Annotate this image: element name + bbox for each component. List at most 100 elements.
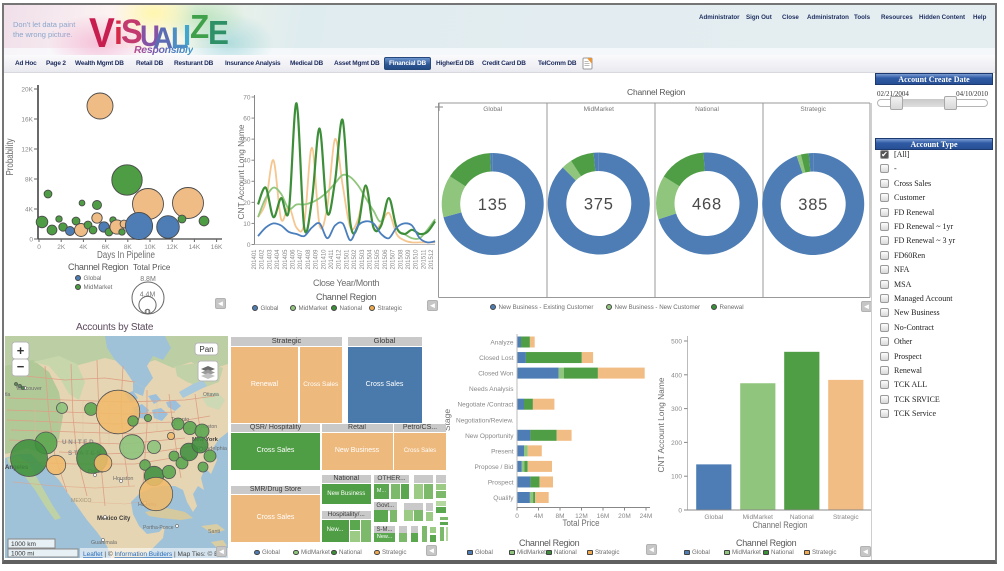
svg-text:Closed Won: Closed Won xyxy=(478,371,514,378)
svg-text:Pan: Pan xyxy=(199,345,213,354)
svg-text:Prospect: Prospect xyxy=(488,479,514,486)
svg-text:201501: 201501 xyxy=(344,249,350,270)
svg-text:201508: 201508 xyxy=(398,249,404,270)
svg-text:10K: 10K xyxy=(144,244,156,251)
svg-text:201408: 201408 xyxy=(306,249,312,270)
svg-text:Strategic: Strategic xyxy=(800,106,826,113)
svg-text:0: 0 xyxy=(146,310,149,316)
svg-text:Present: Present xyxy=(491,448,514,455)
svg-text:8M: 8M xyxy=(555,513,564,520)
svg-text:Houston: Houston xyxy=(113,476,134,482)
svg-text:Probability: Probability xyxy=(5,139,16,176)
svg-text:468: 468 xyxy=(692,196,722,214)
svg-text:Philadelphia: Philadelphia xyxy=(197,446,228,452)
svg-text:MEXICO: MEXICO xyxy=(71,498,91,504)
svg-text:tla: tla xyxy=(5,392,11,398)
svg-text:4K: 4K xyxy=(25,207,34,214)
svg-text:201405: 201405 xyxy=(283,249,289,270)
svg-text:Global: Global xyxy=(483,106,502,113)
svg-text:385: 385 xyxy=(798,196,828,214)
svg-text:Boston: Boston xyxy=(201,424,217,430)
svg-text:Days In Pipeline: Days In Pipeline xyxy=(97,250,155,261)
svg-text:National: National xyxy=(695,106,719,113)
svg-text:8.8M: 8.8M xyxy=(140,276,156,283)
svg-text:Portha-Ponce: Portha-Ponce xyxy=(143,525,174,531)
svg-text:Channel Region: Channel Region xyxy=(753,520,808,530)
svg-text:16K: 16K xyxy=(211,244,223,251)
svg-text:0: 0 xyxy=(247,242,251,249)
svg-text:201511: 201511 xyxy=(421,249,427,269)
svg-text:CNT Account Long Name: CNT Account Long Name xyxy=(657,377,666,473)
svg-text:12M: 12M xyxy=(575,513,588,520)
svg-text:201403: 201403 xyxy=(267,249,273,270)
svg-text:201505: 201505 xyxy=(375,249,381,270)
svg-text:Analyze: Analyze xyxy=(490,340,514,347)
svg-text:MidMarket: MidMarket xyxy=(584,106,615,113)
svg-text:201402: 201402 xyxy=(260,249,266,270)
svg-text:135: 135 xyxy=(478,196,508,214)
svg-text:16M: 16M xyxy=(597,513,610,520)
svg-text:300: 300 xyxy=(671,406,682,413)
svg-text:CNT Account Long Name: CNT Account Long Name xyxy=(237,124,246,220)
svg-text:30: 30 xyxy=(243,179,251,186)
svg-text:−: − xyxy=(17,359,25,374)
svg-text:0: 0 xyxy=(678,508,682,515)
svg-text:Needs Analysis: Needs Analysis xyxy=(469,386,514,393)
svg-text:400: 400 xyxy=(671,372,682,379)
svg-text:8K: 8K xyxy=(124,244,133,251)
svg-text:Global: Global xyxy=(704,514,723,521)
svg-text:Santi: Santi xyxy=(208,529,220,535)
svg-text:40: 40 xyxy=(243,158,251,165)
svg-text:Closed Lost: Closed Lost xyxy=(479,355,514,362)
svg-text:201503: 201503 xyxy=(360,249,366,270)
svg-text:201502: 201502 xyxy=(352,249,358,270)
svg-text:4K: 4K xyxy=(79,244,88,251)
svg-text:60: 60 xyxy=(243,116,251,123)
svg-text:Strategic: Strategic xyxy=(833,514,859,521)
svg-text:0: 0 xyxy=(29,237,33,244)
svg-text:201401: 201401 xyxy=(252,249,258,270)
svg-text:201512: 201512 xyxy=(429,249,435,270)
svg-text:Qualify: Qualify xyxy=(493,495,514,502)
svg-text:1000 mi: 1000 mi xyxy=(11,551,34,558)
svg-text:0: 0 xyxy=(37,244,41,251)
svg-text:Ottawa: Ottawa xyxy=(203,392,219,398)
svg-text:Negotiation/Review.: Negotiation/Review. xyxy=(456,417,514,424)
svg-text:20M: 20M xyxy=(618,513,631,520)
svg-text:375: 375 xyxy=(584,196,614,214)
svg-text:20K: 20K xyxy=(21,87,33,94)
svg-text:24M: 24M xyxy=(640,513,653,520)
svg-text:201411: 201411 xyxy=(329,249,335,269)
svg-text:500: 500 xyxy=(671,339,682,346)
svg-text:201404: 201404 xyxy=(275,249,281,270)
svg-text:14K: 14K xyxy=(189,244,201,251)
svg-text:Stage: Stage xyxy=(442,409,452,431)
svg-text:U N I T E D: U N I T E D xyxy=(62,439,94,446)
svg-text:12K: 12K xyxy=(166,244,178,251)
svg-text:201412: 201412 xyxy=(337,249,343,270)
svg-text:1000 km: 1000 km xyxy=(11,541,36,548)
svg-text:MidMarket: MidMarket xyxy=(743,514,774,521)
svg-text:New Opportunity: New Opportunity xyxy=(465,433,514,440)
svg-text:70: 70 xyxy=(243,95,251,102)
svg-text:201507: 201507 xyxy=(391,249,397,270)
svg-text:16K: 16K xyxy=(21,117,33,124)
svg-text:201509: 201509 xyxy=(406,249,412,270)
svg-text:4.4M: 4.4M xyxy=(140,292,156,299)
svg-text:201409: 201409 xyxy=(314,249,320,270)
svg-text:Guatemala: Guatemala xyxy=(91,540,117,546)
svg-text:201406: 201406 xyxy=(291,249,297,270)
svg-text:Vancouver: Vancouver xyxy=(16,386,42,392)
svg-text:​Leaflet | © Information Build: ​Leaflet | © Information Builders | Map … xyxy=(83,550,225,558)
svg-text:20: 20 xyxy=(243,200,251,207)
svg-text:201410: 201410 xyxy=(321,249,327,270)
svg-text:Mexico City: Mexico City xyxy=(97,516,131,522)
svg-text:100: 100 xyxy=(671,474,682,481)
svg-text:Propose / Bid: Propose / Bid xyxy=(474,464,513,471)
svg-text:National: National xyxy=(790,514,814,521)
svg-text:201510: 201510 xyxy=(414,249,420,270)
svg-text:10: 10 xyxy=(243,221,251,228)
svg-text:201506: 201506 xyxy=(383,249,389,270)
svg-text:8K: 8K xyxy=(25,177,34,184)
svg-text:Negotiate /Contract: Negotiate /Contract xyxy=(457,402,513,409)
